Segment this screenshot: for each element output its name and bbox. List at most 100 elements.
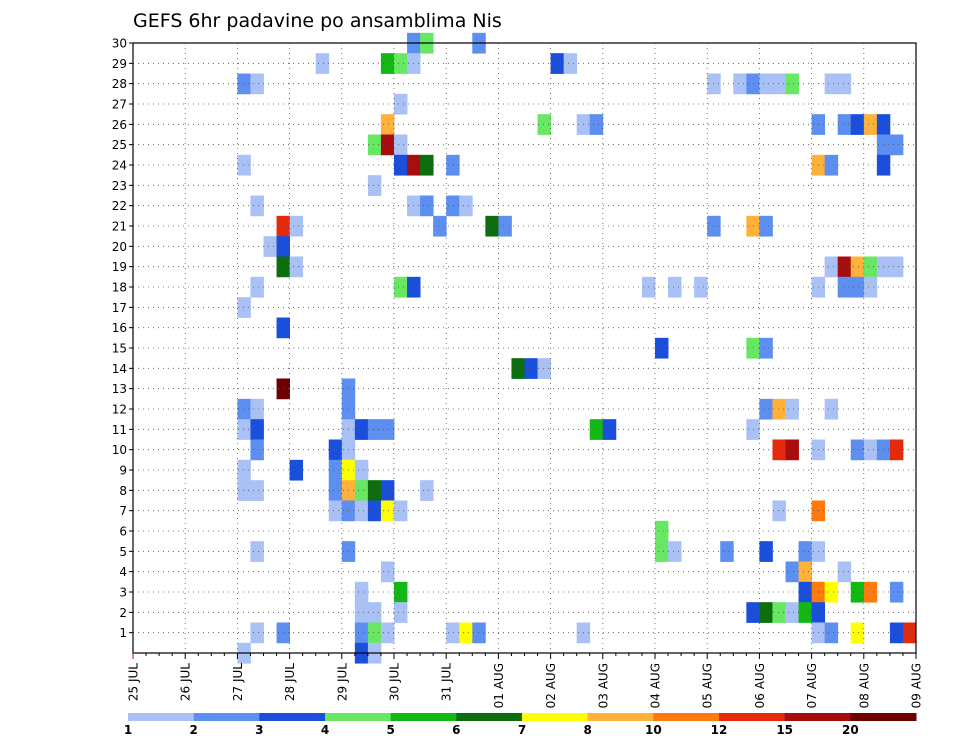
heatmap-cell-134 — [250, 541, 264, 562]
heatmap-cell-145 — [837, 561, 852, 583]
heatmap-cell-76 — [237, 297, 251, 318]
heatmap-cell-18 — [837, 73, 852, 95]
y-tick-label: 25 — [112, 138, 127, 152]
legend-label: 7 — [518, 723, 526, 737]
heatmap-cell-129 — [380, 500, 395, 522]
heatmap-cell-152 — [863, 581, 878, 603]
heatmap-cell-75 — [863, 276, 878, 298]
heatmap-cell-151 — [850, 581, 865, 603]
x-tick-label: 04 AUG — [649, 663, 663, 708]
heatmap-cell-127 — [354, 500, 369, 522]
heatmap-cell-82 — [524, 358, 538, 379]
x-tick-label: 26 JUL — [179, 663, 193, 701]
x-axis: 25 JUL 26 JUL 27 JUL 28 JUL 29 JUL 30 JUL 31 J… — [127, 653, 924, 708]
legend-label: 2 — [189, 723, 197, 737]
heatmap-cell-105 — [772, 439, 786, 461]
heatmap-cell-103 — [328, 439, 343, 461]
heatmap-cell-91 — [785, 398, 799, 420]
heatmap-cell-131 — [772, 500, 786, 522]
heatmap-cell-70 — [668, 276, 682, 298]
x-tick-label: 28 JUL — [283, 663, 297, 701]
legend-label: 6 — [452, 723, 460, 737]
y-tick-label: 9 — [119, 464, 127, 478]
legend-label: 3 — [255, 723, 263, 737]
y-tick-label: 8 — [119, 484, 127, 498]
heatmap-cell-173 — [824, 622, 839, 644]
heatmap-cell-154 — [354, 602, 369, 623]
heatmap-cell-169 — [459, 622, 473, 644]
heatmap-cell-31 — [394, 134, 408, 156]
heatmap-cell-26 — [850, 114, 865, 135]
heatmap-cell-106 — [785, 439, 799, 461]
heatmap-cell-102 — [250, 439, 264, 461]
heatmap-cell-9 — [237, 73, 251, 95]
heatmap-cell-109 — [863, 439, 878, 461]
heatmap-cell-137 — [668, 541, 682, 562]
heatmap-cell-144 — [798, 561, 812, 583]
heatmap-cell-175 — [889, 622, 904, 644]
heatmap-cell-139 — [759, 541, 773, 562]
heatmap-cell-89 — [759, 398, 773, 420]
heatmap-cell-14 — [759, 73, 773, 95]
heatmap-cell-160 — [785, 602, 799, 623]
legend-swatch-9 — [653, 713, 720, 721]
heatmap-cell-46 — [446, 195, 460, 217]
heatmap-cell-147 — [394, 581, 408, 603]
y-tick-label: 22 — [112, 199, 127, 213]
heatmap-cell-55 — [759, 215, 773, 237]
heatmap-cell-146 — [354, 581, 369, 603]
heatmap-cell-25 — [837, 114, 852, 135]
y-axis: 1234567891011121314151617181920212223242… — [112, 37, 133, 640]
heatmap-cell-59 — [289, 256, 304, 278]
heatmap-cell-156 — [394, 602, 408, 623]
heatmap-cell-168 — [446, 622, 460, 644]
y-tick-label: 6 — [119, 525, 127, 539]
y-tick-label: 17 — [112, 301, 127, 315]
y-tick-label: 5 — [119, 545, 127, 559]
heatmap-cell-92 — [824, 398, 839, 420]
x-tick-label: 25 JUL — [127, 663, 141, 701]
heatmap-cell-20 — [380, 114, 395, 135]
y-tick-label: 1 — [119, 626, 127, 640]
y-tick-label: 13 — [112, 382, 127, 396]
y-tick-label: 24 — [112, 159, 127, 173]
legend-label: 12 — [711, 723, 728, 737]
heatmap-cell-12 — [733, 73, 747, 95]
legend-swatch-12 — [850, 713, 917, 721]
legend-label: 10 — [645, 723, 662, 737]
y-tick-label: 19 — [112, 260, 127, 274]
legend-label: 1 — [124, 723, 132, 737]
heatmap-cell-150 — [824, 581, 839, 603]
heatmap-cell-35 — [394, 154, 408, 176]
y-tick-label: 3 — [119, 586, 127, 600]
heatmap-cell-61 — [837, 256, 852, 278]
legend-swatch-4 — [325, 713, 392, 721]
heatmap-cell-10 — [250, 73, 264, 95]
heatmap-cell-29 — [367, 134, 382, 156]
legend-label: 20 — [842, 723, 859, 737]
heatmap-cell-40 — [824, 154, 839, 176]
grid-lines — [133, 42, 916, 653]
legend-swatch-11 — [784, 713, 851, 721]
heatmap-cell-52 — [498, 215, 512, 237]
y-tick-label: 18 — [112, 281, 127, 295]
heatmap-cell-170 — [472, 622, 486, 644]
heatmap-cell-138 — [720, 541, 734, 562]
heatmap-cell-136 — [655, 541, 669, 562]
y-tick-label: 21 — [112, 220, 127, 234]
heatmap-cell-124 — [420, 480, 434, 501]
heatmap-cell-174 — [850, 622, 865, 644]
y-tick-label: 12 — [112, 403, 127, 417]
legend-label: 5 — [386, 723, 394, 737]
heatmap-cell-34 — [237, 154, 251, 176]
heatmap-cell-80 — [759, 337, 773, 359]
heatmap-cell-30 — [380, 134, 395, 156]
heatmap-cell-86 — [237, 398, 251, 420]
heatmap-cell-38 — [446, 154, 460, 176]
legend-swatch-3 — [259, 713, 326, 721]
heatmap-cell-97 — [367, 419, 382, 440]
heatmap-cell-45 — [420, 195, 434, 217]
x-tick-label: 06 AUG — [753, 663, 767, 708]
legend-swatch-7 — [522, 713, 589, 721]
heatmap-cell-121 — [354, 480, 369, 501]
